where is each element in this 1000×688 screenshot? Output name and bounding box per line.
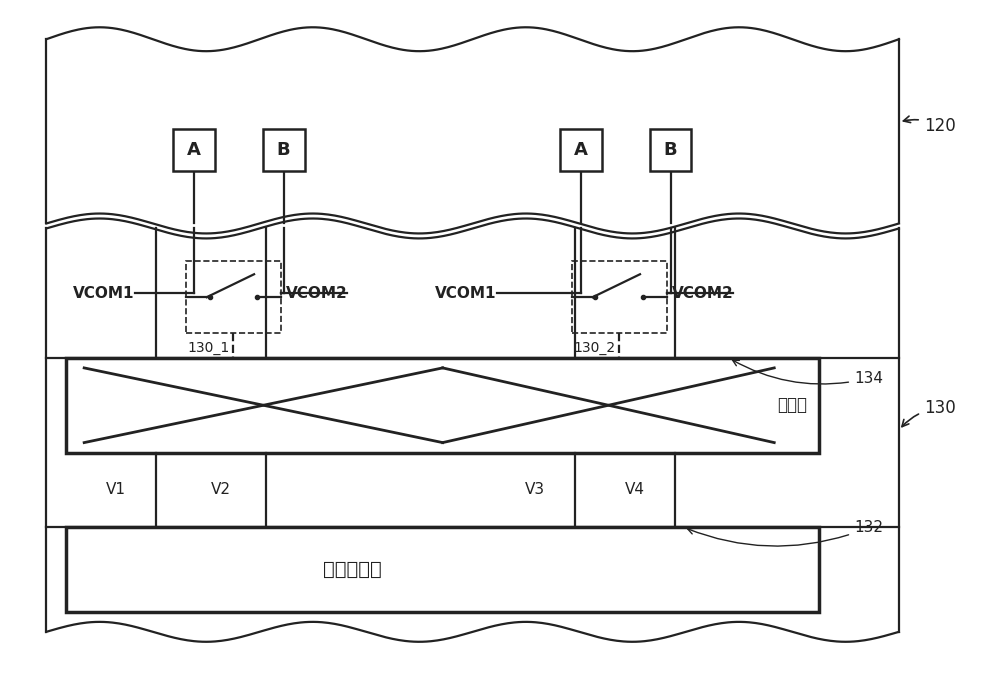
Text: 交错器: 交错器 — [777, 396, 807, 414]
Text: 130_2: 130_2 — [574, 341, 616, 355]
Bar — [66, 358, 819, 453]
Bar — [66, 527, 819, 612]
Text: VCOM2: VCOM2 — [672, 286, 733, 301]
Text: A: A — [187, 141, 201, 159]
Bar — [186, 261, 281, 333]
Text: 134: 134 — [733, 360, 883, 386]
Text: V1: V1 — [106, 482, 126, 497]
Text: 120: 120 — [903, 116, 956, 135]
Text: A: A — [574, 141, 588, 159]
Text: 132: 132 — [688, 520, 883, 546]
Text: B: B — [277, 141, 290, 159]
Text: B: B — [664, 141, 677, 159]
Text: VCOM2: VCOM2 — [286, 286, 347, 301]
Text: 130: 130 — [902, 399, 956, 427]
Text: 130_1: 130_1 — [188, 341, 230, 355]
Text: VCOM1: VCOM1 — [73, 286, 135, 301]
Bar — [173, 129, 215, 171]
Text: V3: V3 — [525, 482, 545, 497]
Text: VCOM1: VCOM1 — [435, 286, 497, 301]
Text: V2: V2 — [211, 482, 231, 497]
Text: 电压产生器: 电压产生器 — [323, 560, 382, 579]
Text: V4: V4 — [625, 482, 645, 497]
Bar — [263, 129, 305, 171]
Bar — [650, 129, 691, 171]
Bar — [560, 129, 602, 171]
Bar — [572, 261, 667, 333]
